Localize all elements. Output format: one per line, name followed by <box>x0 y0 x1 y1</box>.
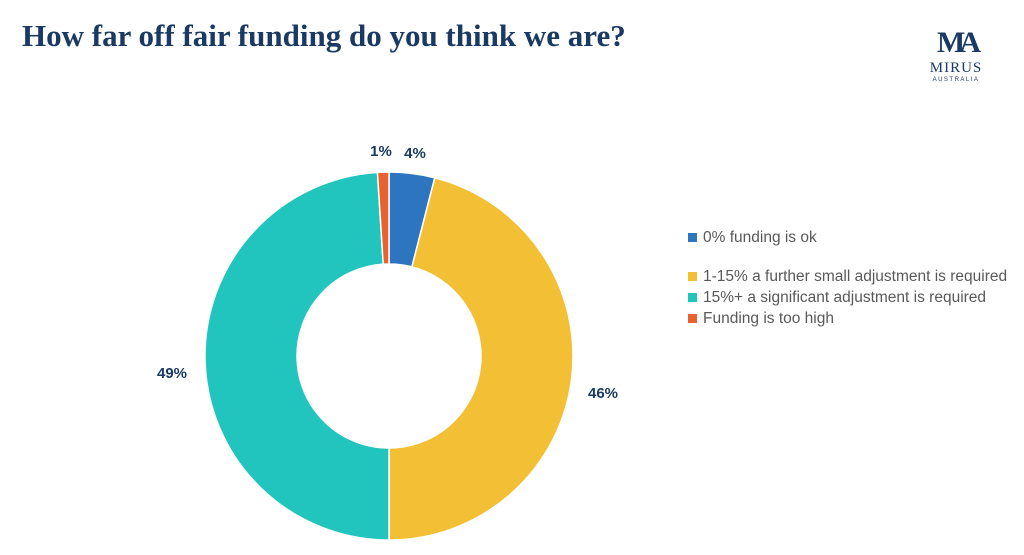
donut-slice-3 <box>376 171 390 265</box>
legend-label-2: 15%+ a significant adjustment is require… <box>703 289 987 306</box>
legend-swatch-3 <box>688 314 697 323</box>
legend-item-3: Funding is too high <box>688 309 1008 328</box>
data-label-0: 4% <box>404 145 426 162</box>
legend-item-2: 15%+ a significant adjustment is require… <box>688 288 1008 307</box>
chart-legend: 0% funding is ok 1-15% a further small a… <box>688 228 1008 328</box>
legend-swatch-1 <box>688 272 697 281</box>
legend-label-0: 0% funding is ok <box>703 229 817 246</box>
page-title: How far off fair funding do you think we… <box>22 18 626 53</box>
legend-label-1: 1-15% a further small adjustment is requ… <box>703 268 1008 285</box>
donut-slice-1 <box>388 176 574 541</box>
legend-item-0: 0% funding is ok <box>688 228 1008 247</box>
logo-monogram: MA <box>937 26 981 59</box>
legend-swatch-2 <box>688 293 697 302</box>
data-label-2: 49% <box>157 365 187 382</box>
data-label-3: 1% <box>370 143 392 160</box>
data-label-1: 46% <box>588 385 618 402</box>
legend-swatch-0 <box>688 233 697 242</box>
logo-name: MIRUS <box>929 60 983 76</box>
donut-slice-2 <box>204 171 390 541</box>
mirus-logo: MA MIRUS AUSTRALIA <box>918 26 994 98</box>
legend-item-1: 1-15% a further small adjustment is requ… <box>688 267 1008 286</box>
logo-subtitle: AUSTRALIA <box>932 77 980 83</box>
legend-label-3: Funding is too high <box>703 310 834 327</box>
